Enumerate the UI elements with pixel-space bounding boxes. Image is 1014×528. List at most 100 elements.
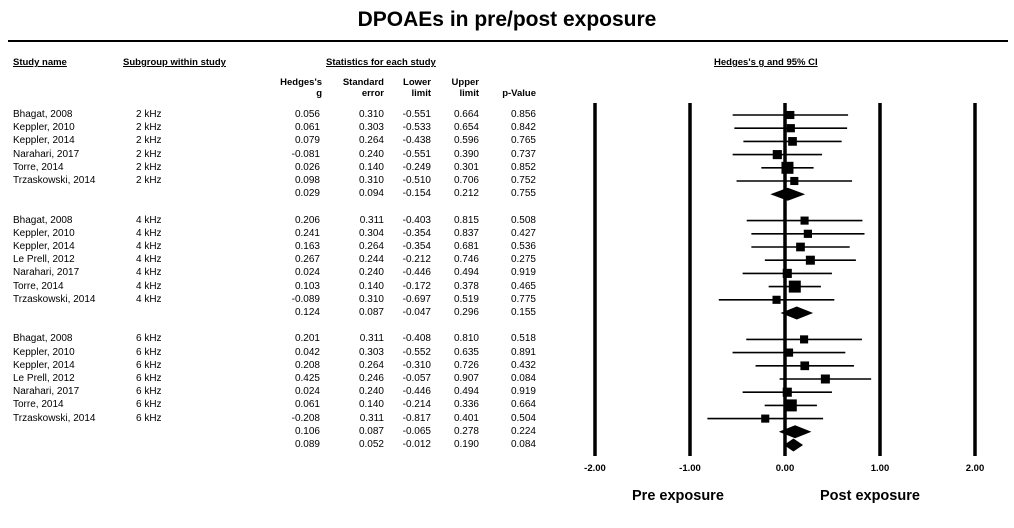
table-cell-subgroup: 6 kHz bbox=[136, 373, 162, 384]
right-side-label: Post exposure bbox=[820, 488, 920, 504]
table-cell-upper: 0.390 bbox=[453, 148, 479, 160]
table-cell-g: 0.106 bbox=[294, 425, 320, 437]
table-cell-subgroup: 4 kHz bbox=[136, 241, 162, 252]
table-cell-g: -0.208 bbox=[291, 412, 320, 424]
table-cell-p: 0.155 bbox=[510, 307, 536, 318]
table-cell-p: 0.508 bbox=[510, 214, 536, 226]
table-cell-study: Le Prell, 2012 bbox=[13, 373, 75, 384]
table-cell-p: 0.919 bbox=[510, 267, 536, 279]
table-cell-lower: -0.551 bbox=[402, 109, 431, 120]
left-side-label: Pre exposure bbox=[632, 488, 724, 504]
table-cell-se: 0.240 bbox=[358, 267, 384, 279]
table-cell-g: 0.241 bbox=[294, 227, 320, 239]
table-cell-upper: 0.664 bbox=[453, 109, 479, 120]
table-cell-se: 0.310 bbox=[358, 293, 384, 305]
table-cell-g: 0.208 bbox=[294, 359, 320, 371]
point-estimate bbox=[796, 242, 805, 252]
table-cell-lower: -0.214 bbox=[402, 399, 431, 411]
table-cell-subgroup: 4 kHz bbox=[136, 254, 162, 266]
table-cell-g: 0.042 bbox=[294, 346, 320, 358]
table-cell-upper: 0.746 bbox=[453, 254, 479, 266]
table-cell-se: 0.244 bbox=[358, 254, 384, 266]
table-cell-upper: 0.401 bbox=[453, 412, 479, 424]
table-cell-p: 0.518 bbox=[510, 333, 536, 345]
table-cell-subgroup: 2 kHz bbox=[136, 109, 162, 120]
table-cell-upper: 0.494 bbox=[453, 267, 479, 279]
x-tick-label: -1.00 bbox=[679, 463, 701, 474]
table-cell-se: 0.264 bbox=[358, 241, 384, 252]
table-cell-se: 0.246 bbox=[358, 373, 384, 384]
table-cell-upper: 0.907 bbox=[453, 373, 479, 384]
title-rule bbox=[8, 40, 1008, 42]
point-estimate bbox=[782, 268, 792, 278]
table-cell-p: 0.084 bbox=[510, 439, 536, 450]
table-cell-study: Keppler, 2010 bbox=[13, 227, 75, 239]
table-cell-p: 0.775 bbox=[510, 293, 536, 305]
table-cell-se: 0.140 bbox=[358, 161, 384, 173]
table-cell-p: 0.084 bbox=[510, 373, 536, 384]
col-header-lower: Lower limit bbox=[403, 77, 431, 99]
table-cell-se: 0.310 bbox=[358, 175, 384, 186]
table-cell-p: 0.856 bbox=[510, 109, 536, 120]
table-cell-se: 0.310 bbox=[358, 109, 384, 120]
table-cell-p: 0.664 bbox=[510, 399, 536, 411]
table-cell-p: 0.737 bbox=[510, 148, 536, 160]
table-cell-g: 0.425 bbox=[294, 373, 320, 384]
x-tick-label: -2.00 bbox=[584, 463, 606, 474]
table-cell-g: 0.089 bbox=[294, 439, 320, 450]
table-cell-g: 0.029 bbox=[294, 188, 320, 200]
table-cell-se: 0.087 bbox=[358, 307, 384, 318]
table-cell-g: 0.201 bbox=[294, 333, 320, 345]
table-cell-g: 0.163 bbox=[294, 241, 320, 252]
table-cell-se: 0.303 bbox=[358, 346, 384, 358]
point-estimate bbox=[800, 216, 809, 225]
summary-diamond bbox=[783, 438, 804, 452]
table-cell-se: 0.311 bbox=[359, 333, 384, 345]
table-cell-upper: 0.596 bbox=[453, 135, 479, 147]
col-header-upper: Upper limit bbox=[451, 77, 479, 99]
table-cell-g: 0.103 bbox=[294, 280, 320, 292]
x-tick-label: 2.00 bbox=[966, 463, 985, 474]
table-cell-g: 0.024 bbox=[294, 267, 320, 279]
table-cell-study: Keppler, 2010 bbox=[13, 346, 75, 358]
table-cell-subgroup: 4 kHz bbox=[136, 293, 162, 305]
point-estimate bbox=[761, 414, 770, 423]
point-estimate bbox=[786, 110, 795, 120]
table-cell-p: 0.755 bbox=[510, 188, 536, 200]
table-cell-lower: -0.438 bbox=[402, 135, 431, 147]
point-estimate bbox=[781, 161, 794, 174]
col-header-p: p-Value bbox=[502, 88, 536, 99]
table-cell-lower: -0.551 bbox=[402, 148, 431, 160]
header-study-name: Study name bbox=[13, 57, 67, 68]
table-cell-g: 0.079 bbox=[294, 135, 320, 147]
table-cell-lower: -0.533 bbox=[402, 122, 431, 134]
x-tick-label: 0.00 bbox=[776, 463, 795, 474]
table-cell-p: 0.432 bbox=[510, 359, 536, 371]
table-cell-subgroup: 4 kHz bbox=[136, 267, 162, 279]
table-cell-upper: 0.378 bbox=[453, 280, 479, 292]
table-cell-subgroup: 6 kHz bbox=[136, 412, 162, 424]
table-cell-upper: 0.681 bbox=[453, 241, 479, 252]
summary-diamond bbox=[780, 306, 814, 320]
point-estimate bbox=[790, 176, 799, 186]
table-cell-subgroup: 4 kHz bbox=[136, 227, 162, 239]
header-subgroup: Subgroup within study bbox=[123, 57, 226, 68]
table-cell-upper: 0.190 bbox=[453, 439, 479, 450]
summary-diamond bbox=[770, 187, 806, 201]
point-estimate bbox=[786, 124, 795, 133]
table-cell-study: Keppler, 2014 bbox=[13, 241, 75, 252]
point-estimate bbox=[782, 387, 792, 397]
table-cell-subgroup: 2 kHz bbox=[136, 148, 162, 160]
table-cell-p: 0.427 bbox=[510, 227, 536, 239]
table-cell-study: Keppler, 2014 bbox=[13, 135, 75, 147]
header-ci: Hedges's g and 95% CI bbox=[714, 57, 818, 68]
table-cell-upper: 0.726 bbox=[453, 359, 479, 371]
table-cell-study: Trzaskowski, 2014 bbox=[13, 293, 96, 305]
table-cell-p: 0.752 bbox=[510, 175, 536, 186]
table-cell-g: -0.089 bbox=[291, 293, 320, 305]
table-cell-se: 0.094 bbox=[358, 188, 384, 200]
table-cell-subgroup: 6 kHz bbox=[136, 386, 162, 398]
table-cell-lower: -0.172 bbox=[402, 280, 431, 292]
table-cell-lower: -0.403 bbox=[402, 214, 431, 226]
summary-diamond bbox=[778, 425, 812, 439]
